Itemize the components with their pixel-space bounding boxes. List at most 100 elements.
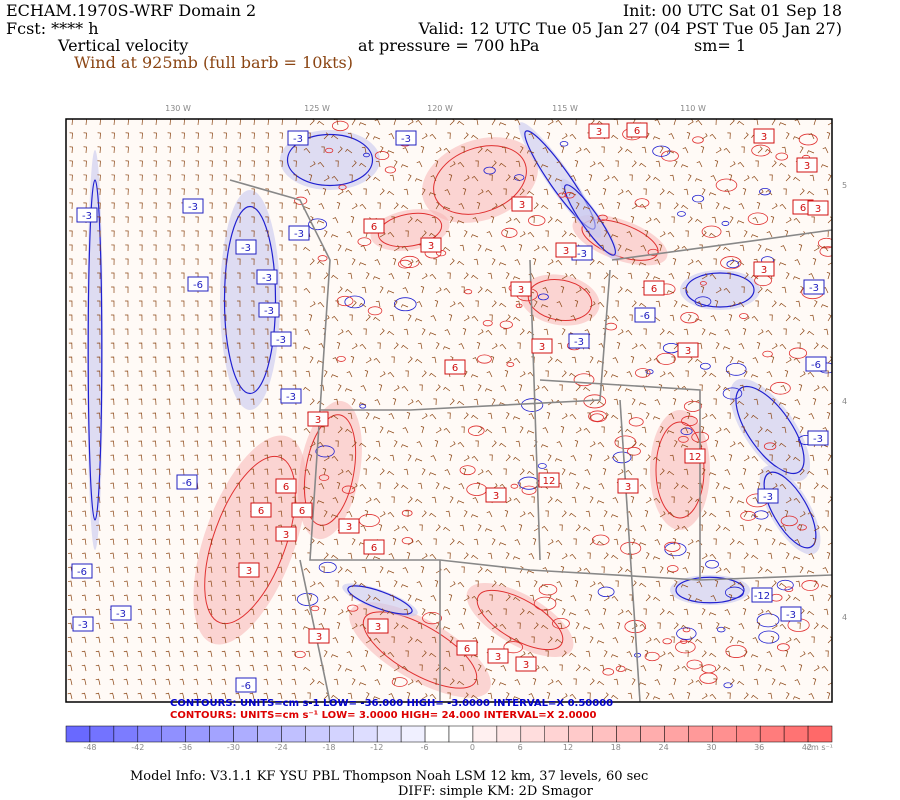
wind-barb (487, 552, 493, 560)
wind-barb (83, 230, 87, 238)
wind-barb (575, 622, 580, 630)
wind-barb (561, 693, 568, 700)
wind-barb (317, 680, 325, 686)
wind-barb (631, 203, 638, 210)
contour-label-box (753, 128, 775, 144)
colorbar-tick-label: 18 (611, 743, 621, 752)
wind-barb (741, 146, 745, 154)
wind-barb (700, 146, 705, 154)
wind-barb (729, 258, 735, 266)
wind-barb (643, 468, 647, 476)
wind-barb (738, 623, 745, 630)
wind-barb (697, 482, 703, 490)
contour-cell (664, 542, 687, 557)
wind-barb (783, 468, 787, 476)
wind-barb (68, 426, 73, 434)
state-border (611, 229, 832, 261)
wind-barb (345, 329, 353, 336)
wind-barb (250, 356, 255, 364)
wind-barb (264, 496, 269, 504)
wind-barb (491, 398, 496, 406)
wind-barb (603, 692, 609, 700)
wind-barb (687, 259, 694, 266)
wind-barb (807, 470, 815, 476)
wind-barb (96, 328, 101, 336)
wind-barb (729, 216, 734, 224)
wind-barb (318, 623, 325, 630)
contour-cell (467, 425, 485, 436)
wind-barb (110, 454, 115, 462)
wind-barb (347, 692, 353, 700)
wind-barb (293, 160, 297, 168)
downdraft-contour (735, 385, 805, 475)
wind-barb (533, 160, 538, 168)
wind-barb (139, 160, 143, 168)
wind-barb (779, 582, 787, 588)
wind-barb (68, 538, 73, 546)
wind-barb (658, 244, 663, 252)
wind-barb (430, 315, 437, 322)
wind-barb (694, 178, 703, 182)
wind-barb (430, 175, 437, 182)
wind-barb (526, 150, 535, 154)
wind-barb (181, 286, 185, 294)
contour-cell (602, 668, 615, 676)
wind-barb (109, 580, 115, 588)
wind-barb (547, 216, 553, 224)
contour-label-text: -3 (809, 283, 819, 294)
wind-barb (110, 370, 115, 378)
wind-barb (476, 202, 481, 210)
wind-barb (673, 622, 679, 630)
wind-barb (477, 286, 483, 294)
contour-cell (459, 465, 476, 476)
wind-barb (517, 622, 521, 630)
wind-barb (251, 174, 255, 182)
wind-barb (617, 329, 624, 336)
wind-barb (616, 342, 621, 350)
wind-barb (279, 202, 283, 210)
downdraft-contour (564, 184, 616, 256)
wind-barb (222, 454, 227, 462)
wind-barb (69, 202, 73, 210)
contour-cell (537, 293, 549, 301)
wind-barb (166, 384, 171, 392)
wind-barb (407, 636, 413, 644)
wind-barb (166, 342, 171, 350)
wind-barb (251, 258, 255, 266)
wind-barb (303, 526, 311, 532)
wind-barb (487, 692, 493, 700)
wind-barb (208, 454, 213, 462)
wind-barb (335, 440, 339, 448)
wind-barb (263, 608, 269, 616)
wind-barb (640, 245, 647, 252)
wind-barb (713, 678, 717, 686)
wind-barb (767, 692, 773, 700)
wind-barb (821, 624, 829, 630)
wind-barb (625, 609, 633, 616)
wind-barb (513, 637, 521, 644)
wind-barb (139, 286, 143, 294)
wind-barb (392, 538, 397, 546)
wind-barb (207, 650, 213, 658)
wind-barb (373, 357, 381, 364)
wind-barb (639, 343, 647, 350)
wind-barb (337, 286, 343, 294)
wind-barb (389, 594, 395, 602)
contour-cell (775, 152, 789, 161)
wind-barb (569, 413, 577, 420)
wind-barb (654, 259, 661, 266)
wind-barb (416, 301, 423, 308)
wind-barb (757, 664, 762, 672)
wind-barb (195, 132, 199, 140)
wind-barb (358, 122, 367, 126)
contour-label-box (280, 388, 302, 404)
wind-barb (477, 469, 484, 476)
wind-barb (827, 539, 832, 546)
wind-barb (808, 413, 815, 420)
wind-barb (808, 693, 815, 700)
wind-barb (456, 220, 465, 224)
wind-barb (652, 136, 661, 140)
wind-barb (798, 524, 803, 532)
wind-barb (462, 468, 467, 476)
wind-barb (611, 414, 619, 420)
